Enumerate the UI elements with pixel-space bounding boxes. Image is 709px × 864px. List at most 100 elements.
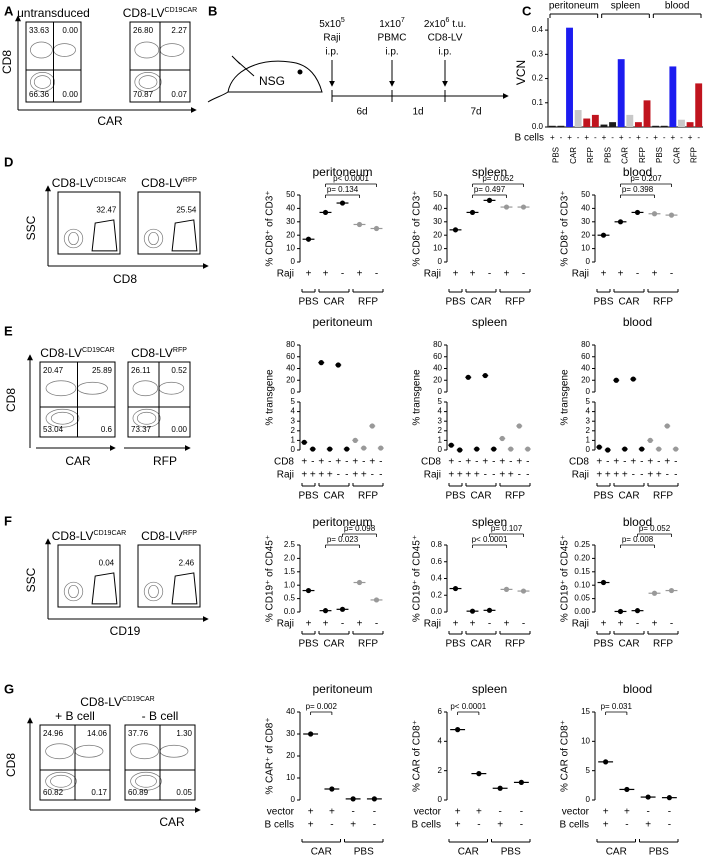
contour — [143, 228, 164, 249]
y-tick-label: 0.8 — [431, 540, 443, 549]
dot — [518, 779, 524, 786]
group-label: CAR — [672, 147, 681, 164]
contour — [45, 771, 77, 791]
y-tick-label: 0.4 — [532, 25, 544, 34]
superscript: CD19CAR — [165, 7, 198, 14]
sign: + — [647, 470, 653, 481]
dot — [520, 204, 527, 210]
dot — [452, 227, 459, 233]
dot — [339, 200, 346, 206]
superscript: RFP — [183, 177, 197, 184]
row-name: vector — [267, 807, 295, 818]
superscript: CD19CAR — [122, 696, 155, 703]
dot — [344, 446, 350, 452]
agent: CD8-LV — [428, 33, 463, 44]
sign: - — [330, 820, 333, 831]
p-value: p< 0.0001 — [450, 702, 486, 711]
sign: + — [624, 807, 630, 818]
sign: - — [518, 470, 521, 481]
route: i.p. — [438, 47, 451, 58]
y-tick-label: 0.0 — [532, 122, 544, 131]
sign: + — [310, 470, 316, 481]
sign: + — [318, 457, 324, 468]
b-cell-sign: + — [602, 133, 607, 142]
dot — [525, 446, 531, 452]
sign: + — [448, 457, 454, 468]
dot — [329, 786, 335, 792]
sign: - — [657, 457, 660, 468]
y-tick-label: 6 — [438, 707, 443, 716]
b-cell-sign: + — [619, 133, 624, 142]
dot — [617, 608, 624, 615]
y-tick-label: 0.5 — [284, 594, 296, 603]
text-part: CD8-LV — [52, 529, 94, 543]
sign: + — [499, 457, 505, 468]
sign: - — [362, 457, 365, 468]
y-tick-label: 30 — [286, 729, 295, 738]
dot — [308, 731, 314, 737]
dot — [301, 439, 307, 445]
dot — [639, 446, 645, 452]
y-tick-label: 0.0 — [431, 607, 443, 616]
sign: + — [323, 619, 329, 630]
y-axis-label: % transgene — [560, 369, 571, 426]
quadrant-value: 0.52 — [171, 366, 187, 375]
superscript: 5 — [341, 17, 345, 24]
sign: - — [458, 457, 461, 468]
p-value: p= 0.107 — [491, 524, 523, 533]
sign: - — [379, 470, 382, 481]
dot — [600, 579, 607, 586]
dot — [452, 585, 459, 592]
group-label: CAR — [618, 297, 639, 308]
y-tick-label: 20 — [286, 375, 295, 384]
bar — [634, 122, 642, 127]
y-tick-label: 0 — [291, 257, 296, 266]
y-axis-label: % CD8⁺ of CD3⁺ — [560, 190, 571, 266]
sign: - — [625, 820, 628, 831]
contour — [45, 408, 80, 428]
dot — [497, 785, 503, 791]
b-cell-sign: - — [560, 133, 563, 142]
sign: - — [345, 457, 348, 468]
dot — [373, 597, 380, 603]
y-tick-label: 15 — [581, 707, 590, 716]
interval: 1d — [412, 107, 423, 118]
sign: + — [613, 470, 619, 481]
text-part: + B cell — [55, 709, 95, 723]
y-axis-label: SSC — [24, 567, 38, 592]
quadrant-value: 14.06 — [87, 729, 108, 738]
label: 1x107 — [379, 17, 405, 29]
b-cell-sign: - — [663, 133, 666, 142]
dot — [482, 372, 488, 379]
sign: + — [516, 457, 522, 468]
sign: - — [337, 470, 340, 481]
dot — [622, 446, 628, 452]
sign: + — [613, 457, 619, 468]
group-label: PBS — [552, 147, 561, 163]
group-label: PBS — [445, 639, 465, 650]
dot — [465, 374, 471, 380]
mouse-label: NSG — [259, 74, 285, 88]
dot — [371, 796, 377, 802]
y-tick-label: 20 — [286, 230, 295, 239]
row-name: Raji — [424, 470, 441, 481]
sign: + — [504, 619, 510, 630]
timeline — [331, 90, 509, 102]
p-value: p= 0.052 — [482, 174, 514, 183]
label: 2x106 t.u. — [424, 17, 466, 29]
sign: - — [375, 269, 378, 280]
y-axis-label: SSC — [24, 215, 38, 240]
sign: + — [497, 820, 503, 831]
contour — [130, 743, 159, 760]
y-axis-label: % CD8⁺ of CD3⁺ — [265, 190, 276, 266]
panel-letter: G — [4, 681, 14, 696]
y-tick-label: 60 — [581, 352, 590, 361]
sign: - — [636, 619, 639, 630]
group-label: CAR — [311, 847, 332, 858]
sign: - — [623, 457, 626, 468]
contour — [30, 72, 55, 92]
dot — [600, 232, 607, 238]
dot — [613, 377, 619, 383]
sign: + — [335, 457, 341, 468]
